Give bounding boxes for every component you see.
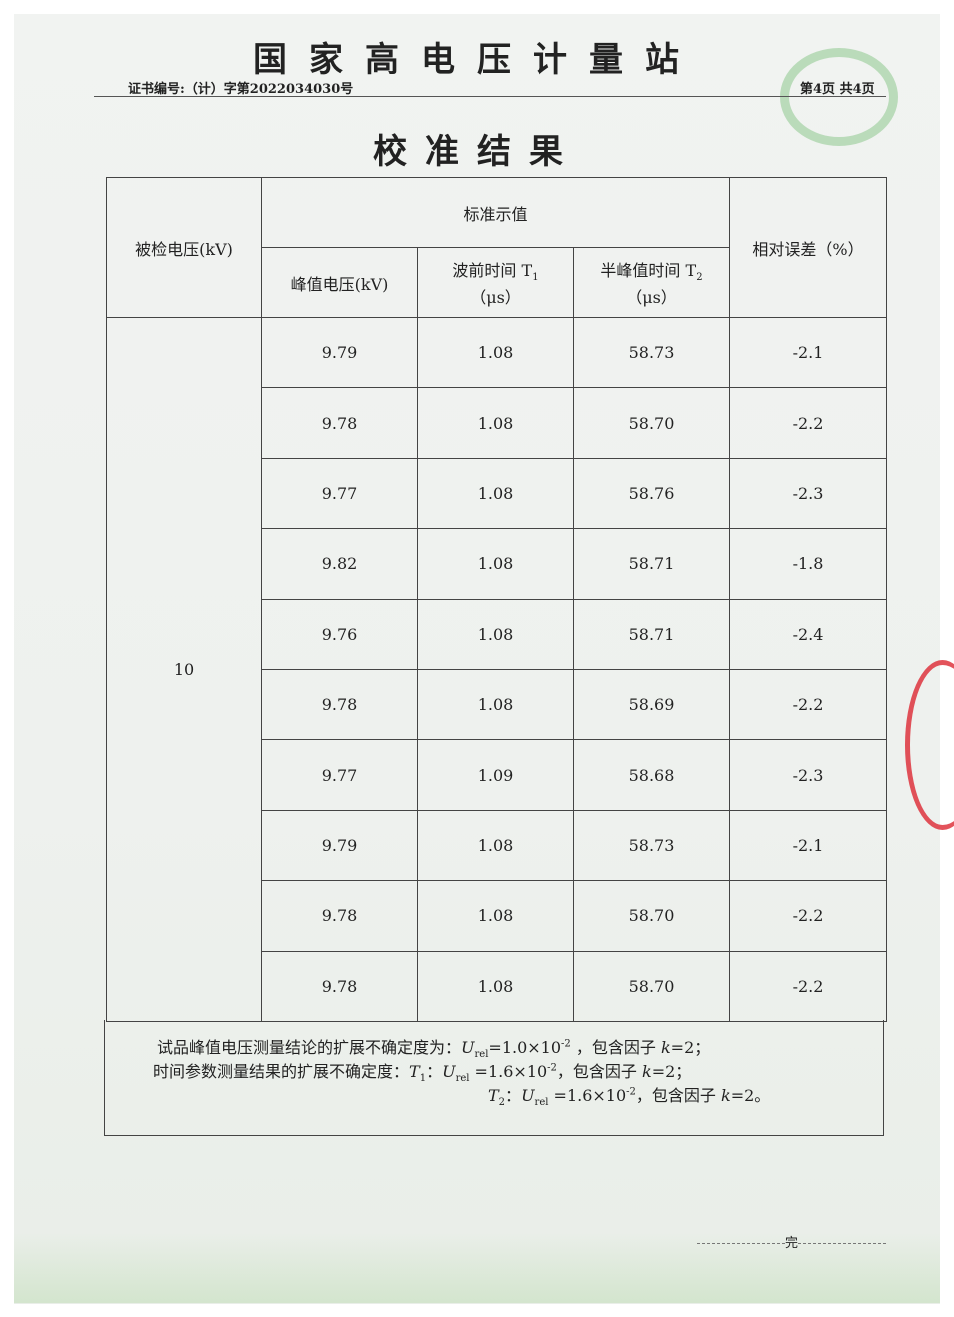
- t1-cell: 1.08: [417, 316, 574, 389]
- t2-cell: 58.73: [573, 809, 730, 882]
- peak-voltage-cell: 9.77: [261, 739, 418, 811]
- header-t2: 半峰值时间 T2 （μs）: [573, 247, 730, 318]
- t2-cell: 58.70: [573, 880, 730, 952]
- end-mark: 完: [697, 1232, 887, 1251]
- peak-voltage-cell: 9.78: [261, 668, 418, 741]
- relative-error-cell: -2.2: [729, 387, 887, 459]
- table-row: 9.78 1.08 58.70 -2.2: [107, 880, 887, 952]
- relative-error-cell: -1.8: [729, 528, 887, 600]
- table-row: 9.78 1.08 58.70 -2.2: [107, 950, 887, 1022]
- relative-error-cell: -2.3: [729, 457, 887, 530]
- t2-cell: 58.71: [573, 598, 730, 670]
- uncertainty-notes: 试品峰值电压测量结论的扩展不确定度为：Urel=1.0×10-2 ，包含因子 k…: [104, 1020, 884, 1136]
- t1-cell: 1.08: [417, 880, 574, 952]
- t2-cell: 58.68: [573, 739, 730, 811]
- peak-voltage-cell: 9.79: [261, 809, 418, 882]
- table-row: 9.76 1.08 58.71 -2.4: [107, 598, 887, 670]
- relative-error-cell: -2.2: [729, 950, 887, 1022]
- header-standard: 标准示值: [261, 177, 730, 248]
- t2-cell: 58.69: [573, 668, 730, 741]
- peak-voltage-cell: 9.76: [261, 598, 418, 670]
- t1-cell: 1.08: [417, 457, 574, 530]
- t2-cell: 58.73: [573, 316, 730, 389]
- page-number: 第4页 共4页: [800, 82, 875, 97]
- relative-error-cell: -2.1: [729, 809, 887, 882]
- t1-cell: 1.08: [417, 387, 574, 459]
- t2-cell: 58.70: [573, 387, 730, 459]
- note-line-2: 时间参数测量结果的扩展不确定度：T1：Urel =1.6×10-2，包含因子 k…: [153, 1062, 692, 1085]
- header-tested-voltage: 被检电压(kV): [106, 177, 262, 318]
- t1-cell: 1.08: [417, 950, 574, 1022]
- tested-voltage-cell: 10: [106, 317, 262, 1022]
- table-row: 9.77 1.09 58.68 -2.3: [107, 739, 887, 811]
- t1-cell: 1.08: [417, 598, 574, 670]
- header-relative-error: 相对误差（%）: [729, 177, 887, 318]
- t2-cell: 58.76: [573, 457, 730, 530]
- relative-error-cell: -2.2: [729, 880, 887, 952]
- t1-cell: 1.09: [417, 739, 574, 811]
- peak-voltage-cell: 9.78: [261, 387, 418, 459]
- t1-cell: 1.08: [417, 528, 574, 600]
- note-line-1: 试品峰值电压测量结论的扩展不确定度为：Urel=1.0×10-2 ，包含因子 k…: [157, 1038, 711, 1061]
- t1-cell: 1.08: [417, 809, 574, 882]
- institution-title: 国家高电压计量站: [253, 40, 701, 80]
- peak-voltage-cell: 9.79: [261, 316, 418, 389]
- t2-cell: 58.70: [573, 950, 730, 1022]
- header-peak-voltage: 峰值电压(kV): [261, 247, 418, 318]
- table-row: 9.78 1.08 58.70 -2.2: [107, 387, 887, 459]
- page-title: 校准结果: [373, 132, 581, 172]
- certificate-number: 证书编号:（计）字第2022034030号: [128, 82, 354, 97]
- green-seal-logo: [780, 48, 898, 146]
- peak-voltage-cell: 9.78: [261, 880, 418, 952]
- table-row: 9.79 1.08 58.73 -2.1: [107, 809, 887, 882]
- table-row: 9.77 1.08 58.76 -2.3: [107, 457, 887, 530]
- header-t1: 波前时间 T1 （μs）: [417, 247, 574, 318]
- table-row: 10 9.79 1.08 58.73 -2.1: [106, 316, 887, 1022]
- footer-stripe: [14, 1233, 940, 1303]
- table-row: 9.82 1.08 58.71 -1.8: [107, 528, 887, 600]
- t1-cell: 1.08: [417, 668, 574, 741]
- header-divider: [94, 96, 886, 97]
- results-table: 被检电压(kV) 标准示值 相对误差（%） 峰值电压(kV) 波前时间 T1 （μ…: [106, 177, 887, 1022]
- peak-voltage-cell: 9.77: [261, 457, 418, 530]
- relative-error-cell: -2.2: [729, 668, 887, 741]
- peak-voltage-cell: 9.82: [261, 528, 418, 600]
- peak-voltage-cell: 9.78: [261, 950, 418, 1022]
- relative-error-cell: -2.4: [729, 598, 887, 670]
- relative-error-cell: -2.1: [729, 316, 887, 389]
- t2-cell: 58.71: [573, 528, 730, 600]
- relative-error-cell: -2.3: [729, 739, 887, 811]
- note-line-3: T2：Urel =1.6×10-2，包含因子 k=2。: [488, 1086, 771, 1109]
